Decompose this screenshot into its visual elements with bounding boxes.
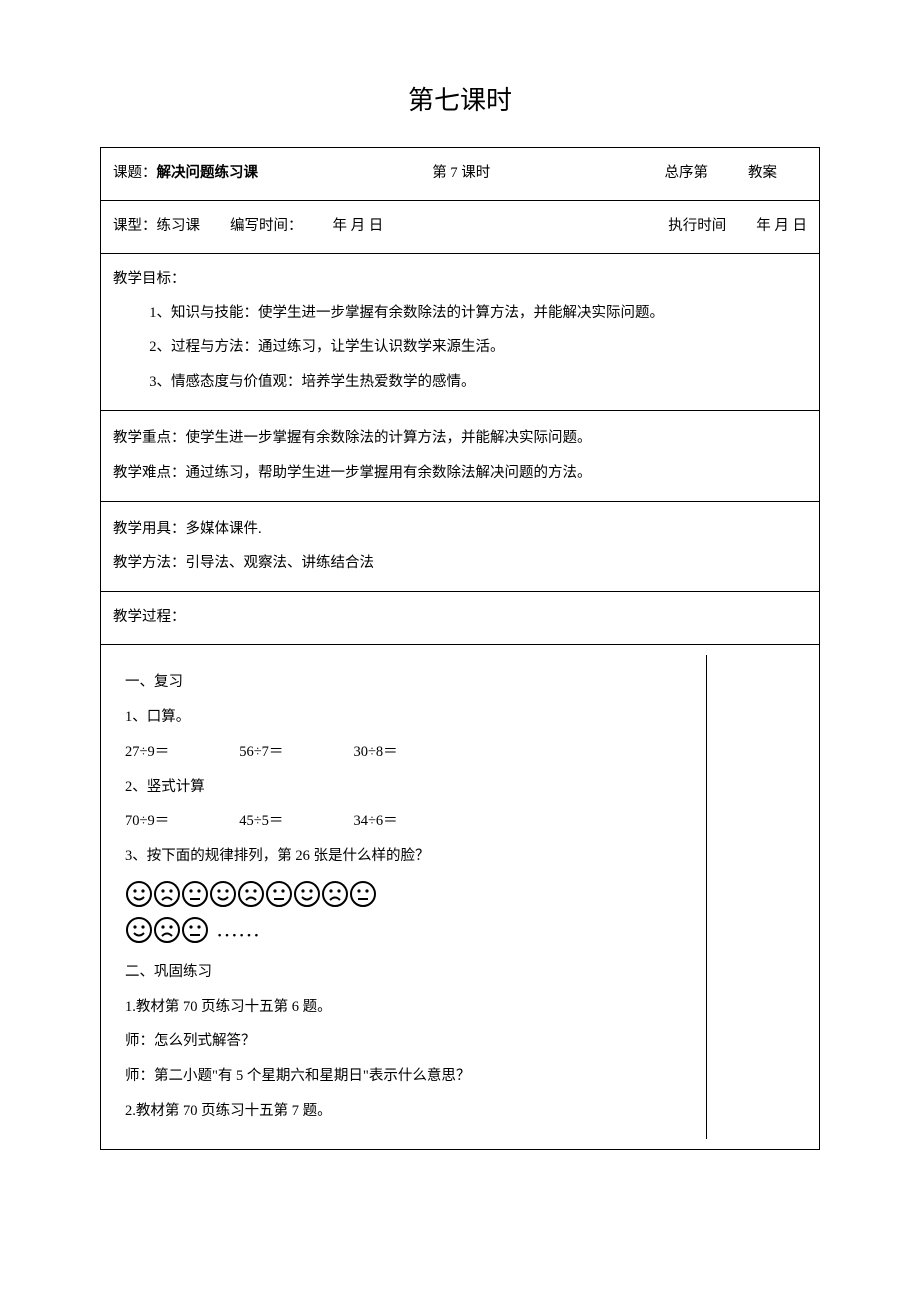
section2-title: 二、巩固练习	[125, 955, 694, 990]
q1: 1.教材第 70 页练习十五第 6 题。	[125, 990, 694, 1025]
row-topic: 课题：解决问题练习课 第 7 课时 总序第 教案	[101, 148, 820, 201]
q2: 2.教材第 70 页练习十五第 7 题。	[125, 1094, 694, 1129]
seq-label: 总序第	[665, 158, 709, 190]
item3-label: 3、按下面的规律排列，第 26 张是什么样的脸？	[125, 839, 694, 874]
content-main: 一、复习 1、口算。 27÷9＝ 56÷7＝ 30÷8＝ 2、竖式计算 70÷9…	[113, 655, 707, 1139]
plan-label: 教案	[748, 158, 807, 190]
materials-text: 教学用具：多媒体课件.	[113, 512, 807, 547]
row-process-label: 教学过程：	[101, 592, 820, 645]
write-date: 年 月 日	[333, 211, 384, 243]
sad-face-icon	[153, 916, 181, 944]
calc2-3: 34÷6＝	[353, 804, 397, 839]
objective-2: 2、过程与方法：通过练习，让学生认识数学来源生活。	[113, 330, 807, 365]
topic-label: 课题：	[113, 165, 157, 181]
sad-face-icon	[237, 880, 265, 908]
methods-text: 教学方法：引导法、观察法、讲练结合法	[113, 546, 807, 581]
period-label: 第 7 课时	[432, 158, 490, 190]
happy-face-icon	[209, 880, 237, 908]
row-objectives: 教学目标： 1、知识与技能：使学生进一步掌握有余数除法的计算方法，并能解决实际问…	[101, 253, 820, 410]
faces-row1	[125, 874, 694, 910]
ellipsis: ……	[216, 917, 260, 942]
exec-date: 年 月 日	[756, 211, 807, 243]
item2-label: 2、竖式计算	[125, 770, 694, 805]
lesson-plan-table: 课题：解决问题练习课 第 7 课时 总序第 教案 课型：练习课 编写时间： 年 …	[100, 147, 820, 1150]
sad-face-icon	[321, 880, 349, 908]
row-type: 课型：练习课 编写时间： 年 月 日 执行时间 年 月 日	[101, 200, 820, 253]
item1-label: 1、口算。	[125, 700, 694, 735]
calc2-1: 70÷9＝	[125, 804, 169, 839]
section1-title: 一、复习	[125, 665, 694, 700]
calc1-2: 56÷7＝	[239, 735, 283, 770]
topic-value: 解决问题练习课	[157, 165, 259, 181]
neutral-face-icon	[349, 880, 377, 908]
happy-face-icon	[125, 916, 153, 944]
neutral-face-icon	[181, 916, 209, 944]
type-label: 课型：练习课	[113, 211, 200, 243]
focus-text: 教学重点：使学生进一步掌握有余数除法的计算方法，并能解决实际问题。	[113, 421, 807, 456]
content-notes	[707, 655, 807, 1139]
q1-ask2: 师：第二小题"有 5 个星期六和星期日"表示什么意思？	[125, 1059, 694, 1094]
faces-row2: ……	[125, 910, 694, 946]
q1-ask1: 师：怎么列式解答？	[125, 1024, 694, 1059]
neutral-face-icon	[265, 880, 293, 908]
row-tools: 教学用具：多媒体课件. 教学方法：引导法、观察法、讲练结合法	[101, 501, 820, 592]
calc2-2: 45÷5＝	[239, 804, 283, 839]
row-keypoints: 教学重点：使学生进一步掌握有余数除法的计算方法，并能解决实际问题。 教学难点：通…	[101, 411, 820, 502]
page-title: 第七课时	[100, 80, 820, 117]
happy-face-icon	[293, 880, 321, 908]
calc1-1: 27÷9＝	[125, 735, 169, 770]
objective-3: 3、情感态度与价值观：培养学生热爱数学的感情。	[113, 365, 807, 400]
process-label: 教学过程：	[113, 609, 186, 625]
row-content: 一、复习 1、口算。 27÷9＝ 56÷7＝ 30÷8＝ 2、竖式计算 70÷9…	[101, 645, 820, 1150]
objective-1: 1、知识与技能：使学生进一步掌握有余数除法的计算方法，并能解决实际问题。	[113, 296, 807, 331]
sad-face-icon	[153, 880, 181, 908]
objectives-label: 教学目标：	[113, 264, 807, 296]
happy-face-icon	[125, 880, 153, 908]
exec-label: 执行时间	[668, 211, 726, 243]
difficulty-text: 教学难点：通过练习，帮助学生进一步掌握用有余数除法解决问题的方法。	[113, 456, 807, 491]
calc1-3: 30÷8＝	[353, 735, 397, 770]
neutral-face-icon	[181, 880, 209, 908]
write-label: 编写时间：	[230, 211, 303, 243]
